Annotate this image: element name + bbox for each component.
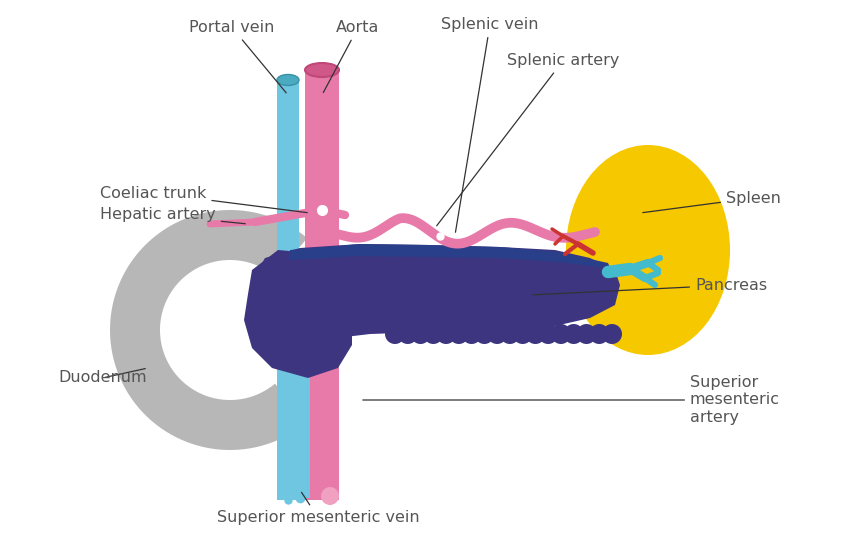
Text: Superior mesenteric vein: Superior mesenteric vein [216, 492, 419, 525]
Text: Coeliac trunk: Coeliac trunk [100, 185, 307, 213]
Text: Spleen: Spleen [642, 191, 780, 213]
Circle shape [500, 324, 519, 344]
Circle shape [385, 324, 404, 344]
Circle shape [550, 324, 571, 344]
Polygon shape [289, 244, 614, 276]
Text: Pancreas: Pancreas [533, 278, 766, 295]
Circle shape [576, 324, 596, 344]
Text: Duodenum: Duodenum [58, 368, 147, 386]
Circle shape [473, 324, 494, 344]
Circle shape [525, 324, 544, 344]
Text: Superior
mesenteric
artery: Superior mesenteric artery [362, 375, 779, 425]
Polygon shape [244, 250, 352, 378]
Bar [305, 70, 338, 500]
Bar [277, 80, 299, 500]
Text: Portal vein: Portal vein [189, 20, 286, 93]
Text: Splenic artery: Splenic artery [436, 53, 619, 226]
Circle shape [398, 324, 417, 344]
Bar [321, 370, 338, 498]
Ellipse shape [565, 145, 729, 355]
Circle shape [423, 324, 443, 344]
Circle shape [563, 324, 583, 344]
Circle shape [436, 324, 456, 344]
Circle shape [512, 324, 532, 344]
Text: Hepatic artery: Hepatic artery [100, 207, 245, 224]
Ellipse shape [305, 63, 338, 77]
Circle shape [321, 487, 338, 505]
Ellipse shape [277, 75, 299, 85]
Polygon shape [110, 210, 306, 450]
Circle shape [448, 324, 468, 344]
Circle shape [461, 324, 481, 344]
Text: Aorta: Aorta [323, 20, 379, 92]
Circle shape [588, 324, 609, 344]
Circle shape [486, 324, 506, 344]
Circle shape [601, 324, 621, 344]
Text: Splenic vein: Splenic vein [441, 17, 538, 233]
Bar [289, 358, 310, 498]
Circle shape [538, 324, 558, 344]
Circle shape [410, 324, 430, 344]
Polygon shape [250, 244, 619, 348]
